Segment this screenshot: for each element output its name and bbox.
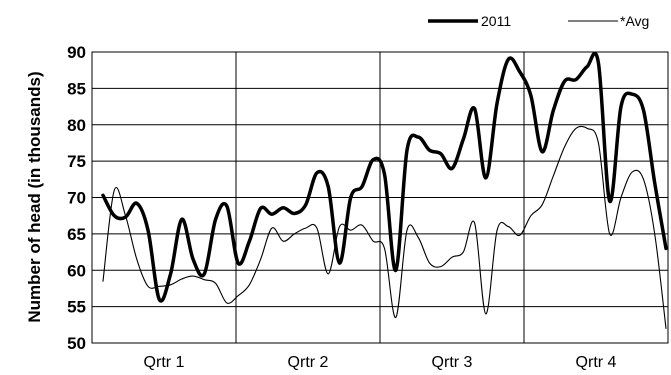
x-category-label: Qrtr 4 (576, 354, 617, 371)
series-lines (101, 51, 668, 329)
y-tick-label: 90 (67, 43, 86, 62)
x-category-label: Qrtr 1 (144, 354, 185, 371)
legend: 2011 *Avg (428, 13, 649, 29)
y-tick-label: 65 (67, 225, 86, 244)
series-line-2011 (101, 51, 668, 303)
y-axis-ticks: 50 55 60 65 70 75 80 85 90 (67, 43, 86, 353)
y-tick-label: 85 (67, 79, 86, 98)
y-tick-label: 55 (67, 298, 86, 317)
y-tick-label: 75 (67, 152, 86, 171)
legend-label-2011: 2011 (481, 13, 511, 29)
y-tick-label: 70 (67, 189, 86, 208)
y-tick-label: 60 (67, 261, 86, 280)
x-category-label: Qrtr 2 (288, 354, 329, 371)
x-axis-categories: Qrtr 1 Qrtr 2 Qrtr 3 Qrtr 4 (144, 354, 617, 371)
plot-area-border (91, 51, 669, 344)
series-line-avg (102, 125, 667, 329)
y-tick-label: 50 (67, 334, 86, 353)
x-category-label: Qrtr 3 (432, 354, 473, 371)
gridlines (92, 51, 668, 344)
legend-label-avg: *Avg (620, 13, 649, 29)
y-axis-label: Number of head (in thousands) (25, 71, 44, 322)
y-tick-label: 80 (67, 116, 86, 135)
